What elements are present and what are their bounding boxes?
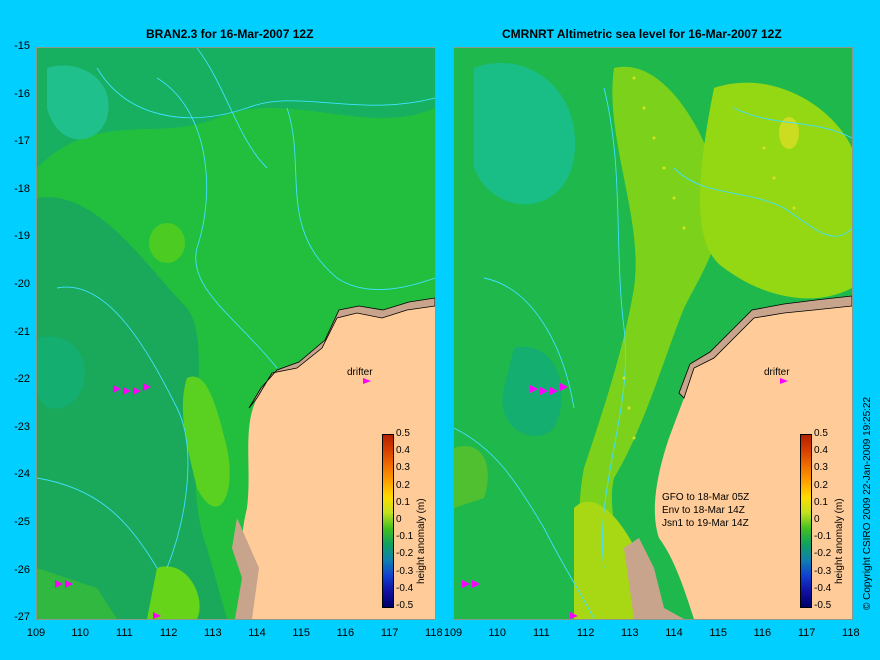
latitude-tick: -21	[14, 325, 30, 338]
colorbar-label: height anomaly (m)	[416, 498, 427, 584]
longitude-tick: 111	[116, 627, 133, 639]
colorbar-tick: 0.4	[396, 445, 410, 457]
latitude-tick: -19	[14, 230, 30, 243]
longitude-tick: 112	[159, 627, 178, 639]
colorbar-tick: 0	[814, 514, 820, 525]
longitude-tick: 111	[533, 627, 550, 639]
right-map-title: CMRNRT Altimetric sea level for 16-Mar-2…	[502, 27, 782, 41]
colorbar-tick: 0.3	[814, 462, 828, 474]
latitude-tick: -25	[14, 516, 30, 528]
right-map-panel: drifter	[453, 47, 853, 620]
longitude-tick: 118	[842, 627, 860, 639]
colorbar-scale	[800, 434, 812, 608]
copyright-text: © Copyright CSIRO 2009 22-Jan-2009 19:25…	[862, 396, 873, 610]
longitude-tick: 109	[26, 627, 46, 639]
colorbar-tick: -0.2	[814, 548, 832, 560]
colorbar-tick: -0.5	[814, 600, 832, 611]
longitude-tick: 116	[753, 627, 772, 639]
note-gfo: GFO to 18-Mar 05Z	[662, 492, 750, 503]
latitude-tick: -26	[14, 563, 30, 576]
left-map-title: BRAN2.3 for 16-Mar-2007 12Z	[146, 27, 314, 41]
colorbar-tick: 0.1	[814, 496, 828, 508]
colorbar-tick: 0.2	[396, 479, 410, 491]
satellite-notes: GFO to 18-Mar 05Z Env to 18-Mar 14Z Jsn1…	[662, 491, 749, 530]
note-env: Env to 18-Mar 14Z	[662, 505, 745, 516]
colorbar-tick: -0.4	[814, 582, 832, 594]
latitude-tick: -22	[14, 373, 30, 386]
latitude-tick: -17	[14, 135, 30, 148]
note-jsn1: Jsn1 to 19-Mar 14Z	[662, 518, 749, 529]
colorbar-tick: 0.4	[814, 445, 828, 457]
latitude-tick: -16	[14, 87, 30, 100]
colorbar-tick: -0.1	[814, 531, 832, 543]
latitude-tick: -23	[14, 420, 30, 433]
longitude-tick: 114	[248, 627, 266, 639]
longitude-tick: 113	[621, 627, 639, 639]
colorbar-scale	[382, 434, 394, 608]
longitude-tick: 112	[576, 627, 595, 639]
colorbar-tick: -0.4	[396, 582, 414, 594]
longitude-tick: 117	[380, 627, 399, 639]
longitude-tick: 115	[709, 627, 727, 639]
longitude-tick: 115	[292, 627, 310, 639]
colorbar-tick: 0	[396, 514, 402, 525]
colorbar-tick: 0.5	[396, 428, 410, 439]
longitude-tick: 114	[665, 627, 683, 639]
latitude-tick: -24	[14, 468, 30, 481]
longitude-tick: 110	[71, 627, 89, 639]
colorbar-tick: -0.1	[396, 531, 414, 543]
longitude-tick: 117	[797, 627, 816, 639]
colorbar-tick: -0.3	[396, 565, 414, 577]
colorbar-tick: -0.2	[396, 548, 414, 560]
left-drifter-arrow	[363, 378, 371, 384]
longitude-tick: 116	[336, 627, 355, 639]
left-map-panel: drifter	[36, 47, 436, 620]
longitude-tick: 109	[443, 627, 463, 639]
colorbar-label: height anomaly (m)	[834, 498, 845, 584]
colorbar-tick: 0.3	[396, 462, 410, 474]
longitude-tick: 118	[425, 627, 443, 639]
colorbar-tick: 0.2	[814, 479, 828, 491]
latitude-tick: -20	[14, 278, 30, 290]
left-drifter-label: drifter	[347, 367, 373, 378]
right-drifter-label: drifter	[764, 367, 790, 378]
longitude-tick: 113	[204, 627, 222, 639]
latitude-tick: -18	[14, 182, 30, 195]
latitude-tick: -27	[14, 611, 30, 624]
colorbar-tick: 0.5	[814, 428, 828, 439]
colorbar-tick: -0.5	[396, 600, 414, 611]
latitude-tick: -15	[14, 40, 30, 52]
longitude-tick: 110	[488, 627, 506, 639]
colorbar-tick: 0.1	[396, 496, 410, 508]
right-drifter-arrow	[780, 378, 788, 384]
colorbar-tick: -0.3	[814, 565, 832, 577]
